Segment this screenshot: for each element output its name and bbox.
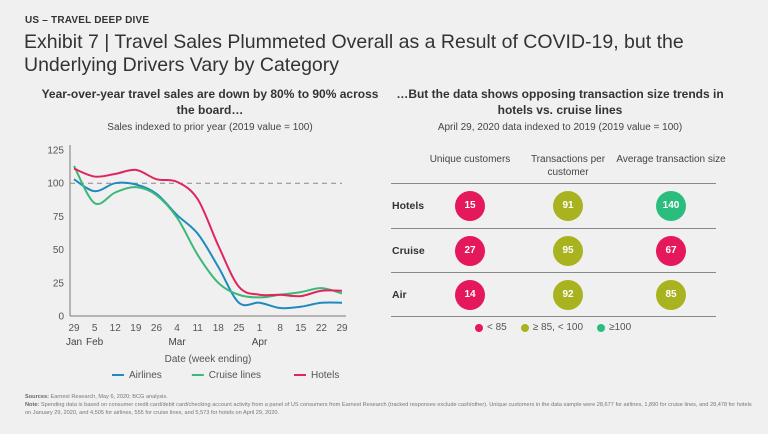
x-tick-label: 12 xyxy=(110,323,122,334)
value-bubble: 15 xyxy=(455,191,485,221)
value-bubble: 85 xyxy=(656,280,686,310)
legend-label-hotels: Hotels xyxy=(311,370,339,381)
legend-item-low: < 85 xyxy=(475,322,507,333)
legend-item-mid: ≥ 85, < 100 xyxy=(520,322,583,333)
legend-label: ≥ 85, < 100 xyxy=(532,322,583,333)
value-bubble: 14 xyxy=(455,280,485,310)
note-text: Spending data is based on consumer credi… xyxy=(25,402,752,416)
table-divider xyxy=(391,316,716,317)
x-tick-label: 29 xyxy=(336,323,348,334)
note-line: Note: Spending data is based on consumer… xyxy=(25,401,755,417)
bubble-legend: < 85 ≥ 85, < 100 ≥100 xyxy=(475,322,631,333)
series-line-cruise-lines xyxy=(73,165,343,299)
legend-item-high: ≥100 xyxy=(597,322,631,333)
row-label-air: Air xyxy=(392,289,407,301)
x-tick-label: 19 xyxy=(130,323,142,334)
x-axis-title: Date (week ending) xyxy=(165,354,252,365)
y-tick-label: 25 xyxy=(53,278,65,289)
legend-label: ≥100 xyxy=(609,322,632,333)
legend-dot-high xyxy=(597,323,605,332)
value-bubble: 27 xyxy=(455,236,485,266)
x-tick-label: 5 xyxy=(92,323,98,334)
x-tick-label: 26 xyxy=(151,323,163,334)
y-tick-label: 75 xyxy=(53,212,65,223)
exhibit-title: Exhibit 7 | Travel Sales Plummeted Overa… xyxy=(24,31,684,76)
series-line-hotels xyxy=(73,167,343,298)
legend-dot-mid xyxy=(520,323,529,332)
x-tick-label: 25 xyxy=(233,323,245,334)
row-label-hotels: Hotels xyxy=(392,200,425,212)
legend-label-cruise-lines: Cruise lines xyxy=(209,370,261,381)
value-bubble: 91 xyxy=(553,191,583,221)
x-month-label: Feb xyxy=(86,337,104,348)
value-bubble: 67 xyxy=(656,236,686,266)
row-label-cruise: Cruise xyxy=(392,245,425,257)
x-month-label: Apr xyxy=(252,337,268,348)
column-header-transactions-per-customer: Transactions per customer xyxy=(530,154,606,178)
right-panel-subheading: April 29, 2020 data indexed to 2019 (201… xyxy=(437,122,683,133)
x-month-label: Jan xyxy=(66,337,82,348)
value-bubble: 140 xyxy=(656,191,686,221)
y-tick-label: 125 xyxy=(47,146,64,157)
footnotes: Sources: Earnest Research, May 6, 2020; … xyxy=(25,393,755,417)
sources-label: Sources: xyxy=(25,394,49,400)
x-tick-label: 18 xyxy=(213,323,225,334)
left-panel-subheading: Sales indexed to prior year (2019 value … xyxy=(107,122,313,133)
note-label: Note: xyxy=(25,402,40,408)
right-panel-heading: …But the data shows opposing transaction… xyxy=(396,87,724,117)
series-line-airlines xyxy=(73,178,343,310)
legend-dot-low xyxy=(475,323,483,332)
x-tick-label: 15 xyxy=(295,323,307,334)
table-divider xyxy=(391,183,716,184)
left-panel-heading: Year-over-year travel sales are down by … xyxy=(41,87,379,117)
value-bubble: 92 xyxy=(553,280,583,310)
x-tick-label: 11 xyxy=(192,323,203,334)
x-tick-label: 4 xyxy=(174,323,180,334)
sources-text: Earnest Research, May 6, 2020; BCG analy… xyxy=(50,394,168,400)
x-tick-label: 1 xyxy=(257,323,263,334)
table-divider xyxy=(391,272,716,273)
legend-label-airlines: Airlines xyxy=(129,370,162,381)
x-tick-label: 29 xyxy=(68,323,80,334)
y-tick-label: 0 xyxy=(58,312,64,323)
value-bubble: 95 xyxy=(553,236,583,266)
section-kicker: US – TRAVEL DEEP DIVE xyxy=(25,15,150,26)
column-header-average-transaction-size: Average transaction size xyxy=(616,154,726,165)
table-divider xyxy=(391,228,716,229)
x-tick-label: 8 xyxy=(277,323,283,334)
x-tick-label: 22 xyxy=(316,323,328,334)
legend-label: < 85 xyxy=(487,322,507,333)
sources-line: Sources: Earnest Research, May 6, 2020; … xyxy=(25,393,755,401)
column-header-unique-customers: Unique customers xyxy=(429,154,511,165)
y-tick-label: 100 xyxy=(47,179,64,190)
y-tick-label: 50 xyxy=(53,245,65,256)
x-month-label: Mar xyxy=(168,337,186,348)
